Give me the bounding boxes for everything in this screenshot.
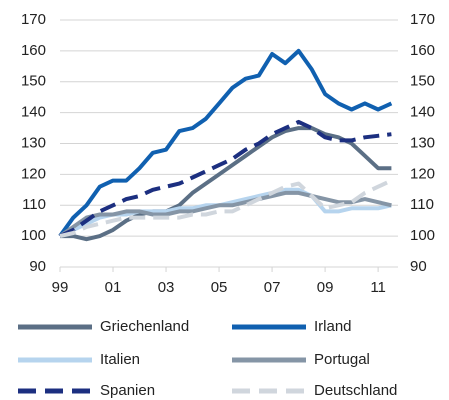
y-tick-label: 100	[21, 227, 46, 244]
x-tick-label: 09	[317, 279, 334, 296]
y-tick-label: 120	[21, 165, 46, 182]
legend-label: Griechenland	[100, 318, 189, 335]
y2-tick-label: 150	[410, 73, 435, 90]
legend-label: Spanien	[100, 382, 155, 399]
series-line	[60, 126, 392, 242]
x-tick-label: 05	[211, 279, 228, 296]
legend-label: Irland	[314, 318, 352, 335]
y2-tick-label: 100	[410, 227, 435, 244]
x-tick-label: 11	[370, 279, 386, 296]
series-line	[59, 178, 393, 239]
legend-label: Italien	[100, 351, 140, 368]
y2-tick-label: 170	[410, 11, 435, 28]
y2-tick-label: 120	[410, 165, 435, 182]
y-tick-label: 170	[21, 11, 46, 28]
y-tick-label: 110	[22, 196, 46, 213]
y-tick-label: 140	[21, 104, 46, 121]
y2-tick-label: 160	[410, 42, 435, 59]
x-tick-label: 99	[52, 279, 69, 296]
x-tick-label: 01	[105, 279, 122, 296]
series-line	[58, 48, 393, 238]
y2-tick-label: 140	[410, 104, 435, 121]
legend-label: Deutschland	[314, 382, 397, 399]
y-tick-label: 90	[29, 258, 46, 275]
series-line	[59, 119, 392, 238]
y-tick-label: 150	[21, 73, 46, 90]
y-tick-label: 160	[21, 42, 46, 59]
y2-tick-label: 130	[410, 134, 435, 151]
x-tick-label: 07	[264, 279, 281, 296]
x-tick-label: 03	[158, 279, 175, 296]
legend-label: Portugal	[314, 351, 370, 368]
y2-tick-label: 110	[410, 196, 434, 213]
y-tick-label: 130	[21, 134, 46, 151]
y2-tick-label: 90	[410, 258, 427, 275]
series-line	[58, 190, 392, 238]
